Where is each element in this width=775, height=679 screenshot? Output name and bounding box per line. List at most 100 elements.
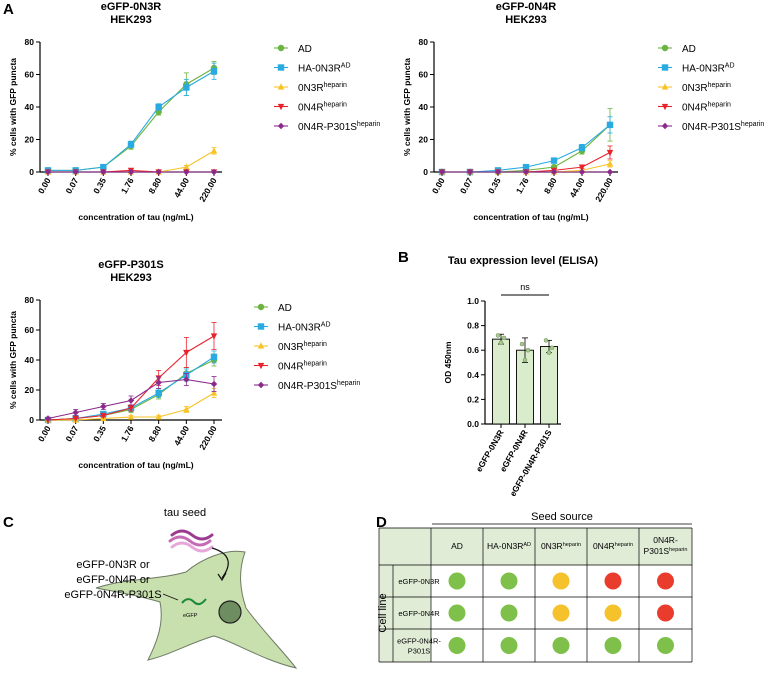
data-point: [210, 147, 218, 154]
x-tick-label: 0.35: [91, 176, 108, 196]
data-point: [100, 163, 107, 171]
legend-label: HA-0N3RAD: [682, 63, 735, 75]
x-tick-label: 0.35: [486, 176, 503, 196]
cell-line-label: Cell line: [377, 593, 389, 632]
x-axis-label: concentration of tau (ng/mL): [473, 212, 588, 222]
data-point: [578, 164, 586, 171]
column-header: AD: [451, 541, 463, 551]
x-tick-label: 1.76: [119, 424, 136, 444]
status-dot-medium: [552, 604, 570, 622]
chart-elisa: Tau expression level (ELISA) 0.0 0.2 0.4 0.6…: [443, 255, 598, 498]
legend-label: 0N4R-P301Sheparin: [298, 121, 380, 133]
legend-label: 0N4R-P301Sheparin: [682, 121, 764, 133]
legend-marker: [277, 103, 285, 111]
x-tick-label: 1.76: [514, 176, 531, 196]
cell-body: [95, 550, 298, 669]
bar-egfp-0n4r-p301s: [540, 346, 558, 425]
status-dot-good: [448, 637, 466, 654]
y-tick-label: 0: [29, 415, 34, 425]
y-axis-label: OD 450nm: [443, 341, 453, 383]
data-point: [466, 168, 474, 176]
panel-letter-a: A: [3, 1, 14, 18]
legend-label: AD: [298, 44, 312, 55]
x-tick-label: 0.07: [458, 176, 475, 196]
y-tick-label: 1.0: [467, 296, 479, 306]
status-dot-medium: [604, 604, 622, 622]
legend-label: HA-0N3RAD: [278, 322, 331, 334]
construct-line-1: eGFP-0N3R or: [76, 559, 150, 571]
data-point: [606, 168, 614, 176]
replicate-point: [519, 341, 525, 347]
x-axis-label: concentration of tau (ng/mL): [78, 460, 193, 470]
series-ad: [44, 61, 218, 174]
legend-marker: [661, 122, 669, 130]
x-tick-label: 44.00: [172, 424, 191, 448]
series-ad: [44, 353, 218, 424]
status-dot-bad: [657, 572, 674, 590]
replicate-point: [549, 345, 555, 350]
legend-marker: [661, 64, 669, 71]
data-point: [155, 413, 162, 420]
data-point: [606, 160, 614, 167]
row-label: P301S: [408, 647, 431, 656]
y-tick-label: 60: [25, 70, 35, 80]
x-tick-label: 44.00: [567, 176, 586, 200]
y-tick-label: 0.0: [467, 419, 479, 429]
data-point: [100, 412, 107, 420]
y-tick-label: 0.8: [467, 321, 479, 331]
status-dot-good: [500, 572, 518, 590]
chart-title-line-1: eGFP-P301S: [98, 259, 163, 271]
data-point: [44, 415, 52, 422]
significance-label: ns: [520, 282, 530, 292]
legend-marker: [661, 83, 669, 90]
data-point: [127, 413, 135, 420]
data-point: [210, 380, 218, 388]
series-0n3r-heparin: [44, 388, 218, 423]
data-point: [210, 168, 218, 176]
seed-source-title: Seed source: [531, 511, 593, 523]
data-point: [522, 163, 530, 171]
replicate-point: [498, 340, 504, 346]
status-dot-good: [448, 604, 466, 622]
replicate-point: [543, 338, 549, 343]
data-point: [494, 168, 502, 176]
data-point: [72, 168, 79, 176]
y-tick-label: 60: [419, 70, 429, 80]
data-point: [183, 349, 190, 357]
data-point: [155, 389, 162, 397]
data-point: [72, 415, 79, 423]
legend-label: 0N3Rheparin: [682, 82, 731, 94]
construct-line-2: eGFP-0N4R or: [76, 574, 150, 586]
chart-title-line-1: eGFP-0N3R: [101, 1, 162, 13]
y-tick-label: 80: [25, 295, 35, 305]
panel-letter-c: C: [3, 514, 14, 531]
x-tick-label: 0.07: [63, 176, 80, 196]
series-0n4r-p301s-heparin: [44, 373, 218, 422]
row-label: eGFP-0N4R: [398, 609, 440, 618]
legend-marker: [277, 83, 285, 90]
y-tick-label: 60: [25, 325, 35, 335]
seed-table: Seed source Cell line AD HA-0N3RAD 0N3Rhep…: [377, 511, 693, 663]
legend-marker: [661, 103, 669, 111]
y-tick-label: 40: [419, 102, 429, 112]
legend-label: 0N3Rheparin: [278, 341, 327, 353]
bar-egfp-0n3r: [492, 338, 510, 425]
data-point: [606, 149, 614, 157]
legend-marker: [277, 122, 285, 130]
status-dot-bad: [604, 572, 622, 590]
legend-marker: [277, 44, 285, 52]
column-header: 0N4Rheparin: [593, 541, 633, 551]
data-point: [72, 409, 79, 416]
legend-label: AD: [682, 44, 696, 55]
legend-marker: [257, 381, 265, 389]
status-dot-bad: [657, 604, 674, 622]
y-tick-label: 40: [25, 102, 35, 112]
legend-label: 0N4Rheparin: [682, 102, 731, 114]
replicate-point: [501, 335, 507, 341]
status-dot-good: [552, 637, 570, 654]
cell-diagram: tau seed eGFP eGFP-0N3R or eGFP-0N4R or …: [64, 507, 298, 669]
data-point: [210, 333, 218, 340]
legend: AD HA-0N3RAD 0N3Rheparin 0N4Rheparin 0N4R-P3…: [254, 303, 360, 392]
chart-title: Tau expression level (ELISA): [448, 255, 599, 267]
